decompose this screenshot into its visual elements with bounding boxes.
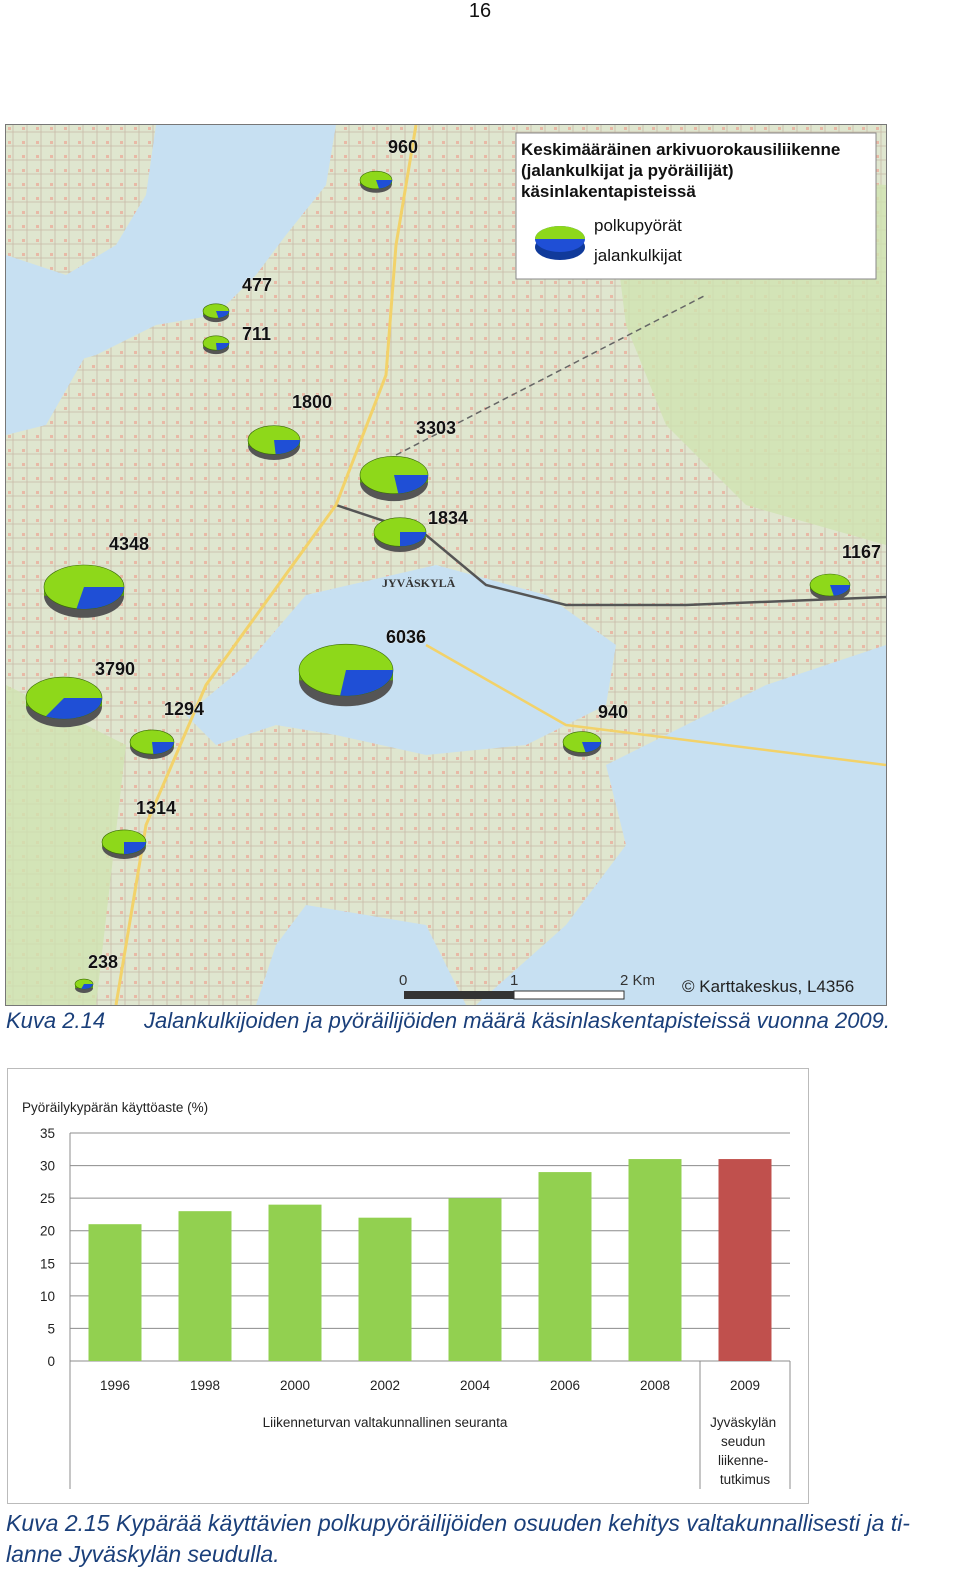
legend-item-bikes: polkupyörät	[594, 216, 682, 235]
count-label: 1314	[136, 798, 176, 818]
bar	[718, 1159, 772, 1361]
caption-line: Kuva 2.15 Kypärää käyttävien polkupyöräi…	[6, 1510, 910, 1536]
legend-title-line: käsinlakentapisteissä	[521, 182, 696, 201]
count-pie	[298, 643, 394, 707]
lake-north	[6, 125, 336, 375]
lake-west	[6, 285, 86, 435]
main-road	[425, 643, 886, 767]
count-label: 477	[242, 275, 272, 295]
count-label: 711	[242, 324, 271, 344]
scale-label: 1	[510, 972, 518, 989]
group-label-national: Liikenneturvan valtakunnallinen seuranta	[263, 1415, 508, 1430]
helmet-usage-chart: Pyöräilykypärän käyttöaste (%) 0 5 10 15 20 2…	[7, 1068, 809, 1504]
y-tick-label: 25	[40, 1191, 55, 1206]
y-tick-label: 20	[40, 1224, 55, 1239]
y-tick-labels: 0 5 10 15 20 25 30 35	[40, 1126, 55, 1369]
y-tick-label: 10	[40, 1289, 55, 1304]
x-tick-label: 2009	[730, 1378, 760, 1393]
lake-southeast	[476, 645, 886, 1005]
chart-grid	[69, 1132, 791, 1489]
count-pie	[247, 425, 301, 461]
bar	[448, 1198, 502, 1361]
count-label: 1800	[292, 392, 332, 412]
figure-caption-2-14: Kuva 2.14 Jalankulkijoiden ja pyöräilijöi…	[6, 1008, 890, 1034]
bar	[178, 1211, 232, 1361]
page-number: 16	[468, 0, 492, 22]
group-label-regional-line: tutkimus	[720, 1472, 771, 1487]
chart-canvas: Pyöräilykypärän käyttöaste (%) 0 5 10 15 20 2…	[22, 1100, 791, 1489]
map-legend: Keskimääräinen arkivuorokausiliikenne (j…	[515, 132, 877, 280]
bar	[268, 1204, 322, 1361]
count-pie	[562, 731, 602, 757]
count-pie	[43, 564, 125, 618]
count-label: 238	[88, 952, 118, 972]
x-tick-label: 2008	[640, 1378, 670, 1393]
scale-bar: 0 1 2 Km	[399, 972, 655, 1000]
count-label: 3790	[95, 659, 135, 679]
scale-label: 0	[399, 972, 407, 989]
count-label: 1167	[842, 542, 881, 562]
map-copyright: © Karttakeskus, L4356	[682, 977, 854, 996]
x-tick-label: 2002	[370, 1378, 400, 1393]
y-tick-label: 15	[40, 1256, 55, 1271]
count-pie	[129, 729, 175, 759]
count-pie	[373, 517, 427, 553]
count-label: 960	[388, 137, 418, 157]
chart-bars	[88, 1159, 772, 1361]
map-forest	[6, 685, 126, 1005]
figure-caption-2-15: Kuva 2.15 Kypärää käyttävien polkupyöräi…	[6, 1508, 956, 1570]
group-label-regional: Jyväskylän seudun liikenne- tutkimus	[710, 1415, 780, 1487]
traffic-count-map: Keskimääräinen arkivuorokausiliikenne (j…	[5, 124, 887, 1006]
y-tick-label: 5	[47, 1321, 55, 1336]
lake-central	[186, 565, 616, 755]
bar	[628, 1159, 682, 1361]
chart-title: Pyöräilykypärän käyttöaste (%)	[22, 1100, 208, 1115]
x-tick-label: 2004	[460, 1378, 491, 1393]
y-tick-label: 0	[47, 1354, 55, 1369]
legend-item-walkers: jalankulkijat	[593, 246, 682, 265]
x-tick-label: 2006	[550, 1378, 580, 1393]
y-tick-label: 30	[40, 1159, 55, 1174]
bar	[88, 1224, 142, 1361]
bar	[538, 1172, 592, 1361]
x-tick-label: 1996	[100, 1378, 130, 1393]
scale-label: 2 Km	[620, 972, 655, 989]
legend-title-line: Keskimääräinen arkivuorokausiliikenne	[521, 140, 840, 159]
main-road	[114, 125, 418, 1005]
bar	[358, 1217, 412, 1361]
count-pie	[101, 829, 147, 859]
count-label: 4348	[109, 534, 149, 554]
group-label-regional-line: liikenne-	[718, 1453, 768, 1468]
y-tick-label: 35	[40, 1126, 55, 1141]
count-pie	[202, 335, 230, 355]
group-label-regional-line: seudun	[721, 1434, 765, 1449]
count-label: 6036	[386, 627, 426, 647]
lake-south	[256, 905, 466, 1005]
count-pie	[202, 303, 230, 323]
count-pies: 960 477 711 1800 3303 1834 4348 1167 6036 3790 129…	[25, 137, 881, 993]
legend-title-line: (jalankulkijat ja pyöräilijät)	[521, 161, 734, 180]
count-label: 1834	[428, 508, 468, 528]
map-place-name: JYVÄSKYLÄ	[382, 576, 456, 590]
x-tick-label: 1998	[190, 1378, 220, 1393]
count-pie	[809, 573, 851, 601]
count-pie	[359, 170, 393, 193]
road-dashed	[395, 294, 707, 456]
x-tick-labels: 1996 1998 2000 2002 2004 2006 2008 2009	[100, 1378, 760, 1393]
group-label-regional-line: Jyväskylän	[710, 1415, 776, 1430]
legend-pie-icon	[535, 226, 585, 260]
count-pie	[74, 978, 94, 993]
count-label: 3303	[416, 418, 456, 438]
x-tick-label: 2000	[280, 1378, 310, 1393]
count-pie	[359, 455, 429, 502]
caption-text: Jalankulkijoiden ja pyöräilijöiden määrä…	[144, 1008, 891, 1033]
count-pie	[25, 676, 103, 728]
count-label: 1294	[164, 699, 204, 719]
count-label: 940	[598, 702, 628, 722]
caption-line: lanne Jyväskylän seudulla.	[6, 1541, 280, 1567]
caption-label: Kuva 2.14	[6, 1008, 106, 1033]
